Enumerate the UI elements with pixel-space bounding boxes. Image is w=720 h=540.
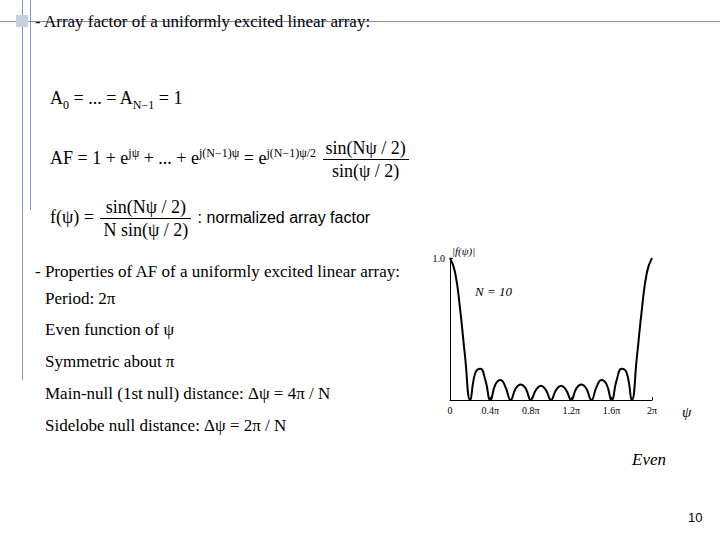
svg-text:N = 10: N = 10 xyxy=(474,284,512,299)
html-text:- Array factor of a uniformly: - Array factor of a uniformly excited li… xyxy=(35,12,371,31)
html-text:Even: Even xyxy=(632,450,666,469)
html-text:sin(Nψ / 2): sin(Nψ / 2) xyxy=(325,138,406,158)
html-text:: normalized array factor: : normalized array factor xyxy=(193,208,371,226)
html-text:f(ψ) = sin(Nψ / 2): f(ψ) = sin(Nψ / 2) xyxy=(50,197,186,227)
html-text:AF = 1 + ejψ+ ... + ej(N−1)ψ=: AF = 1 + ejψ+ ... + ej(N−1)ψ= ej(N−1)ψ/2 xyxy=(50,145,316,168)
html-text:Period: 2π: Period: 2π xyxy=(45,289,116,308)
html-text:Symmetric about π: Symmetric about π xyxy=(45,352,175,371)
html-text:Even function of ψ: Even function of ψ xyxy=(45,320,175,339)
html-text:A0= ... = AN−1= 1: A0= ... = AN−1= 1 xyxy=(50,88,183,112)
svg-text:ψ: ψ xyxy=(682,404,692,420)
html-text:N sin(ψ / 2): N sin(ψ / 2) xyxy=(103,220,189,240)
svg-text:0.8π: 0.8π xyxy=(522,405,540,416)
svg-text:1.2π: 1.2π xyxy=(562,405,580,416)
svg-text:|f(ψ)|: |f(ψ)| xyxy=(452,245,475,258)
html-text:Main-null (1st null) distance:: Main-null (1st null) distance: Δψ = 4π /… xyxy=(45,384,331,403)
svg-text:1.6π: 1.6π xyxy=(603,405,621,416)
svg-text:0.4π: 0.4π xyxy=(482,405,500,416)
svg-text:1.0: 1.0 xyxy=(433,253,446,264)
html-text:10: 10 xyxy=(688,510,703,525)
html-text:- Properties of AF of a unifor: - Properties of AF of a uniformly excite… xyxy=(35,262,400,281)
html-text:Sidelobe null distance: Δψ = 2: Sidelobe null distance: Δψ = 2π / N xyxy=(45,416,287,435)
svg-text:0: 0 xyxy=(448,405,453,416)
html-text:sin(ψ / 2): sin(ψ / 2) xyxy=(332,161,400,181)
svg-text:2π: 2π xyxy=(647,405,657,416)
